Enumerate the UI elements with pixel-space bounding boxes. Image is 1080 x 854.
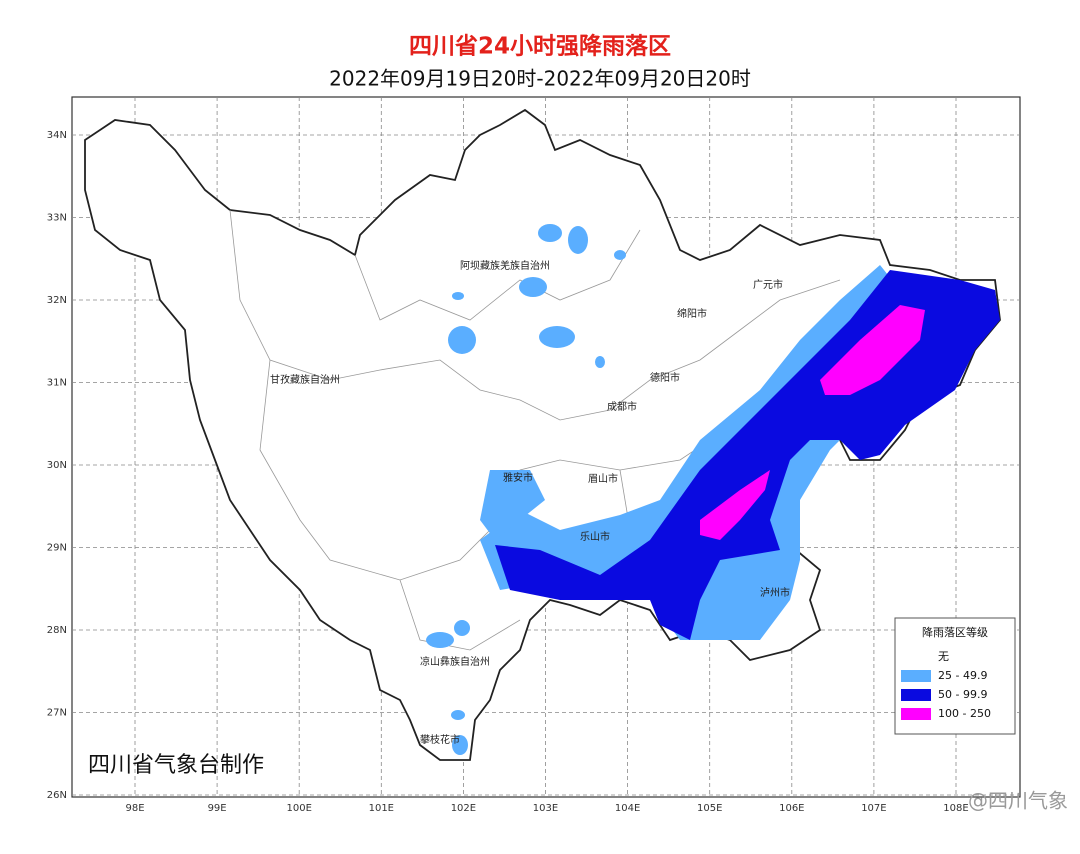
lon-tick-label: 105E [697, 803, 722, 814]
legend: 降雨落区等级 无 25 - 49.9 50 - 99.9 100 - 250 [894, 617, 1016, 735]
title: 四川省24小时强降雨落区 [409, 34, 671, 60]
region-label: 泸州市 [760, 586, 790, 599]
region-label: 眉山市 [588, 472, 618, 485]
lon-tick-label: 98E [125, 803, 144, 814]
lat-tick-label: 34N [47, 130, 67, 141]
lat-tick-label: 26N [47, 790, 67, 801]
legend-label: 25 - 49.9 [938, 669, 987, 682]
legend-label: 无 [938, 650, 949, 663]
region-label: 攀枝花市 [420, 733, 460, 746]
region-label: 甘孜藏族自治州 [270, 373, 340, 386]
lat-tick-label: 27N [47, 708, 67, 719]
rain-25-49 [426, 224, 900, 755]
lon-tick-label: 107E [861, 803, 886, 814]
lat-tick-label: 30N [47, 460, 67, 471]
lon-tick-label: 99E [208, 803, 227, 814]
lat-tick-label: 32N [47, 295, 67, 306]
legend-label: 100 - 250 [938, 707, 991, 720]
credit: 四川省气象台制作 [88, 753, 264, 778]
rain-100-250 [700, 305, 925, 540]
region-label: 凉山彝族自治州 [420, 655, 490, 668]
legend-swatch [901, 708, 931, 720]
region-label: 成都市 [607, 400, 637, 413]
lon-tick-label: 100E [286, 803, 311, 814]
region-label: 阿坝藏族羌族自治州 [460, 259, 550, 272]
legend-title: 降雨落区等级 [922, 625, 988, 639]
legend-swatch [901, 670, 931, 682]
region-label: 雅安市 [503, 471, 533, 484]
lon-tick-label: 104E [615, 803, 640, 814]
subtitle: 2022年09月19日20时-2022年09月20日20时 [329, 67, 751, 91]
lon-tick-label: 106E [779, 803, 804, 814]
lat-tick-label: 31N [47, 378, 67, 389]
watermark: @四川气象 [968, 789, 1068, 813]
region-label: 广元市 [753, 278, 783, 291]
legend-label: 50 - 99.9 [938, 688, 987, 701]
lon-tick-label: 103E [533, 803, 558, 814]
lon-tick-label: 108E [943, 803, 968, 814]
legend-swatch [901, 689, 931, 701]
lon-tick-label: 101E [369, 803, 394, 814]
lon-tick-label: 102E [451, 803, 476, 814]
region-label: 乐山市 [580, 530, 610, 543]
region-label: 绵阳市 [677, 307, 707, 320]
lat-tick-label: 29N [47, 543, 67, 554]
region-label: 德阳市 [650, 371, 680, 384]
lat-tick-label: 28N [47, 625, 67, 636]
legend-swatch [901, 651, 931, 663]
lat-tick-label: 33N [47, 213, 67, 224]
